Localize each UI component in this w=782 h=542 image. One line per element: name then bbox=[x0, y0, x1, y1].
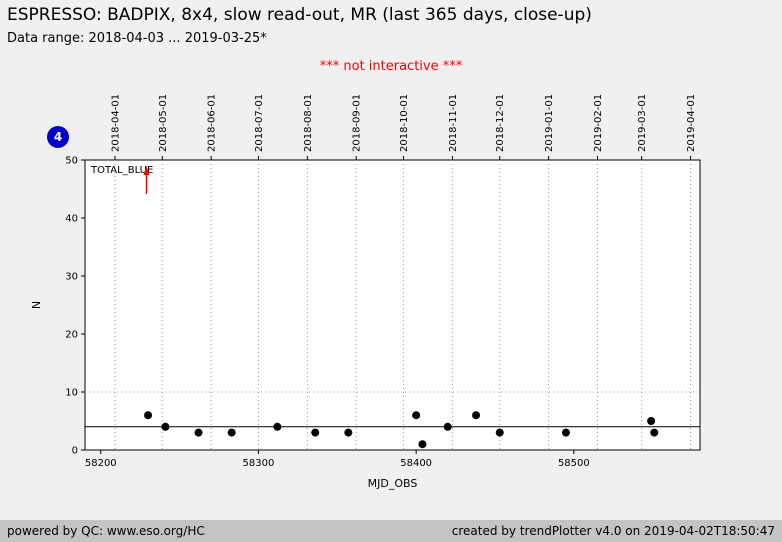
data-point bbox=[495, 428, 504, 437]
data-point bbox=[472, 411, 481, 420]
data-point bbox=[443, 422, 452, 431]
top-date-label: 2018-10-01 bbox=[399, 94, 410, 152]
y-tick-label: 20 bbox=[65, 330, 78, 341]
data-point bbox=[647, 417, 656, 425]
data-point bbox=[650, 428, 659, 437]
x-tick-label: 58300 bbox=[243, 458, 275, 469]
series-label: TOTAL_BLUE bbox=[90, 165, 153, 176]
data-point bbox=[161, 422, 170, 431]
top-date-label: 2018-04-01 bbox=[110, 94, 121, 152]
y-tick-label: 10 bbox=[65, 388, 78, 399]
x-tick-label: 58200 bbox=[85, 458, 117, 469]
top-date-label: 2019-02-01 bbox=[593, 94, 604, 152]
top-date-label: 2018-07-01 bbox=[254, 94, 265, 152]
annotation-arrow-head bbox=[143, 166, 150, 175]
plot-number-badge[interactable]: 4 bbox=[47, 126, 69, 148]
top-date-label: 2018-05-01 bbox=[158, 94, 169, 152]
data-point bbox=[344, 428, 353, 437]
data-point bbox=[194, 428, 203, 437]
x-axis-label: MJD_OBS bbox=[368, 477, 418, 490]
top-date-label: 2019-01-01 bbox=[544, 94, 555, 152]
plot-area bbox=[84, 159, 701, 451]
data-point bbox=[561, 428, 570, 437]
not-interactive-notice: *** not interactive *** bbox=[319, 59, 463, 74]
top-date-label: 2018-11-01 bbox=[448, 94, 459, 152]
y-tick-label: 50 bbox=[65, 156, 78, 167]
top-date-label: 2019-03-01 bbox=[637, 94, 648, 152]
top-date-label: 2019-04-01 bbox=[686, 94, 697, 152]
footer-left-text: powered by QC: www.eso.org/HC bbox=[7, 524, 205, 538]
x-tick-label: 58500 bbox=[558, 458, 590, 469]
data-point bbox=[227, 428, 236, 437]
y-tick-label: 40 bbox=[65, 214, 78, 225]
y-tick-label: 30 bbox=[65, 272, 78, 283]
footer-right-text: created by trendPlotter v4.0 on 2019-04-… bbox=[451, 524, 775, 538]
y-axis-label: N bbox=[30, 301, 43, 309]
top-date-label: 2018-06-01 bbox=[207, 94, 218, 152]
data-point bbox=[412, 411, 421, 420]
top-date-label: 2018-12-01 bbox=[495, 94, 506, 152]
page-title: ESPRESSO: BADPIX, 8x4, slow read-out, MR… bbox=[7, 5, 592, 25]
data-range-subtitle: Data range: 2018-04-03 ... 2019-03-25* bbox=[7, 31, 267, 46]
data-point bbox=[311, 428, 320, 437]
x-tick-label: 58400 bbox=[400, 458, 432, 469]
footer-bar: powered by QC: www.eso.org/HC created by… bbox=[0, 520, 782, 542]
top-date-label: 2018-09-01 bbox=[352, 94, 363, 152]
top-date-label: 2018-08-01 bbox=[303, 94, 314, 152]
data-point bbox=[418, 440, 427, 449]
data-point bbox=[144, 411, 153, 420]
data-point bbox=[273, 422, 282, 431]
y-tick-label: 0 bbox=[72, 446, 78, 457]
scatter-chart: 2018-04-01 2018-05-01 2018-06-01 2018-07-01… bbox=[30, 94, 701, 490]
